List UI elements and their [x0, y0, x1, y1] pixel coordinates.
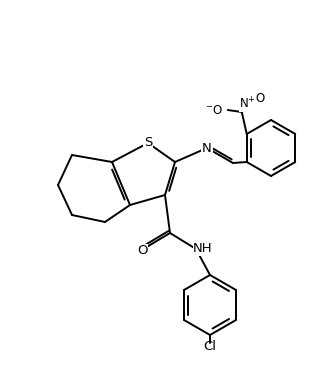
Text: O: O	[137, 245, 147, 257]
Text: N$^{+}$: N$^{+}$	[239, 96, 256, 112]
Text: $^{-}$O: $^{-}$O	[205, 103, 223, 116]
Text: N: N	[202, 142, 212, 154]
Text: O: O	[255, 91, 264, 104]
Text: S: S	[144, 137, 152, 149]
Text: Cl: Cl	[204, 341, 217, 353]
Text: NH: NH	[193, 243, 213, 255]
